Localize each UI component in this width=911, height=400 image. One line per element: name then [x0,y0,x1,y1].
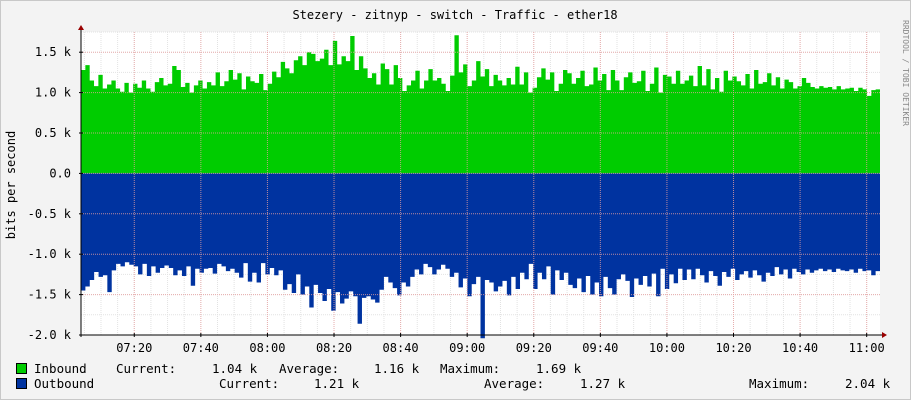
x-tick-label: 09:20 [516,341,552,355]
x-tick-labels: 07:20 07:40 08:00 08:20 08:40 09:00 09:20 09:40… [116,341,885,355]
x-tick-label: 10:20 [715,341,751,355]
y-tick-labels: 1.5 k 1.0 k 0.5 k 0.0 -0.5 k -1.0 k -1.5 k -2.0… [28,45,72,342]
y-tick-label: 0.5 k [35,126,72,140]
x-tick-label: 08:20 [316,341,352,355]
x-tick-label: 09:40 [582,341,618,355]
inbound-average-value: 1.16 k [374,361,420,376]
y-tick-label: -1.0 k [28,247,72,261]
y-tick-label: -2.0 k [28,328,72,342]
outbound-average-label: Average: [484,376,545,391]
chart-title: Stezery - zitnyp - switch - Traffic - et… [292,8,617,22]
series-areas [81,35,880,339]
traffic-chart: Stezery - zitnyp - switch - Traffic - et… [4,8,910,355]
x-tick-label: 07:20 [116,341,152,355]
y-tick-label: 0.0 [49,166,71,180]
outbound-maximum-label: Maximum: [749,376,810,391]
x-tick-label: 11:00 [849,341,885,355]
outbound-current-label: Current: [219,376,280,391]
outbound-maximum-value: 2.04 k [845,376,891,391]
major-grid [81,32,880,336]
outbound-average-value: 1.27 k [580,376,626,391]
x-tick-label: 10:40 [782,341,818,355]
x-tick-label: 08:40 [383,341,419,355]
inbound-maximum-label: Maximum: [440,361,501,376]
x-tick-label: 08:00 [249,341,285,355]
outbound-area [81,173,880,339]
y-axis-label: bits per second [4,131,18,239]
x-tick-label: 09:00 [449,341,485,355]
y-axis-arrow [78,25,84,30]
outbound-label: Outbound [34,376,95,391]
outbound-current-value: 1.21 k [314,376,360,391]
y-tick-label: -0.5 k [28,207,72,221]
x-tick-label: 07:40 [183,341,219,355]
axes [78,25,887,338]
inbound-label: Inbound [34,361,87,376]
outbound-swatch [16,378,27,389]
inbound-current-label: Current: [116,361,177,376]
inbound-current-value: 1.04 k [212,361,258,376]
inbound-swatch [16,363,27,374]
y-tick-label: 1.0 k [35,86,72,100]
inbound-maximum-value: 1.69 k [536,361,582,376]
inbound-area [81,35,880,174]
y-tick-label: -1.5 k [28,288,72,302]
x-axis-arrow [882,332,887,338]
rrdtool-watermark: RRDTOOL / TOBI OETIKER [901,20,910,126]
inbound-average-label: Average: [279,361,340,376]
x-tick-label: 10:00 [649,341,685,355]
y-tick-label: 1.5 k [35,45,72,59]
